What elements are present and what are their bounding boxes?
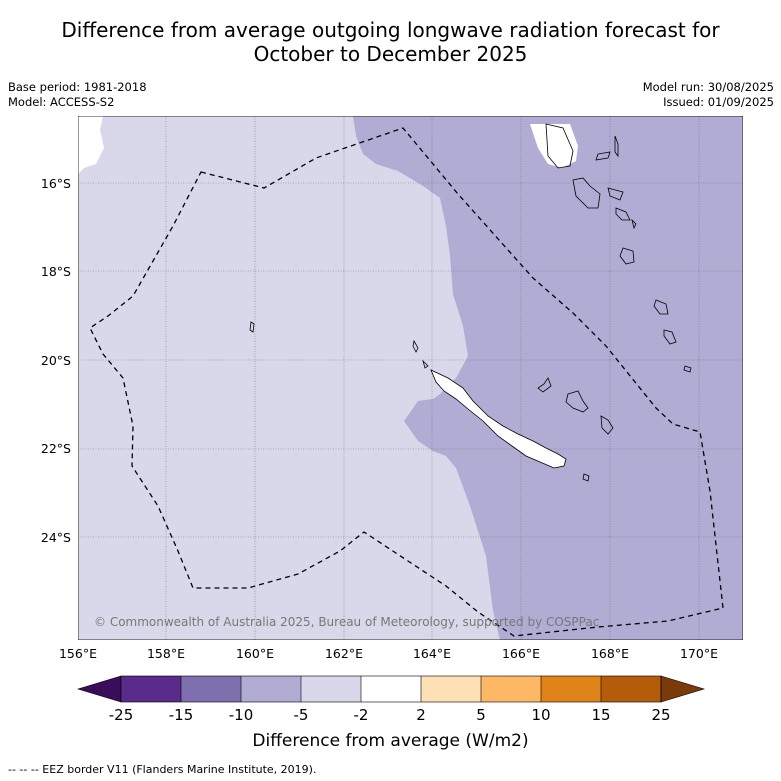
colorbar-tick-3: -10 xyxy=(228,706,254,724)
meta-left: Base period: 1981-2018 Model: ACCESS-S2 xyxy=(8,80,147,110)
colorbar-segment-8 xyxy=(541,676,601,702)
chart-title: Difference from average outgoing longwav… xyxy=(0,18,781,66)
model-run: Model run: 30/08/2025 xyxy=(642,80,774,94)
colorbar-segment-1 xyxy=(121,676,181,702)
colorbar-segment-2 xyxy=(181,676,241,702)
region-neutral-anomaly xyxy=(78,116,104,174)
colorbar-segment-4 xyxy=(301,676,361,702)
colorbar-segment-3 xyxy=(241,676,301,702)
colorbar-tick-7: 5 xyxy=(476,706,486,724)
copyright-notice: © Commonwealth of Australia 2025, Bureau… xyxy=(94,615,599,629)
title-line-1: Difference from average outgoing longwav… xyxy=(61,18,720,42)
eez-footnote: -- -- -- EEZ border V11 (Flanders Marine… xyxy=(8,763,317,776)
colorbar-tick-4: -5 xyxy=(293,706,309,724)
colorbar-segment-6 xyxy=(421,676,481,702)
colorbar xyxy=(76,675,706,703)
colorbar-segment-5 xyxy=(361,676,421,702)
map-panel: © Commonwealth of Australia 2025, Bureau… xyxy=(78,116,743,640)
lon-label-164e: 164°E xyxy=(412,646,451,661)
lon-label-162e: 162°E xyxy=(324,646,363,661)
eez-border xyxy=(89,127,724,637)
colorbar-max-extension xyxy=(660,675,706,703)
lat-label-20s: 20°S xyxy=(40,353,71,368)
meta-right: Model run: 30/08/2025 Issued: 01/09/2025 xyxy=(643,80,774,110)
lon-label-170e: 170°E xyxy=(679,646,718,661)
title-line-2: October to December 2025 xyxy=(253,42,528,66)
lon-label-158e: 158°E xyxy=(146,646,185,661)
issued-date: Issued: 01/09/2025 xyxy=(663,95,774,109)
lat-label-16s: 16°S xyxy=(40,176,71,191)
colorbar-min-extension xyxy=(76,675,122,703)
colorbar-tick-5: -2 xyxy=(353,706,369,724)
colorbar-tick-9: 15 xyxy=(591,706,611,724)
model-name: Model: ACCESS-S2 xyxy=(8,95,115,109)
lon-label-156e: 156°E xyxy=(58,646,97,661)
colorbar-tick-2: -15 xyxy=(168,706,194,724)
lon-label-166e: 166°E xyxy=(501,646,540,661)
lon-label-160e: 160°E xyxy=(235,646,274,661)
base-period: Base period: 1981-2018 xyxy=(8,80,147,94)
colorbar-tick-8: 10 xyxy=(531,706,551,724)
colorbar-tick-10: 25 xyxy=(651,706,671,724)
lat-label-24s: 24°S xyxy=(40,530,71,545)
lat-label-22s: 22°S xyxy=(40,441,71,456)
colorbar-segment-7 xyxy=(481,676,541,702)
lon-label-168e: 168°E xyxy=(590,646,629,661)
new-caledonia-island xyxy=(430,369,567,469)
colorbar-tick-1: -25 xyxy=(108,706,134,724)
graticule xyxy=(78,116,743,640)
small-islands xyxy=(249,123,692,482)
colorbar-label: Difference from average (W/m2) xyxy=(252,731,529,751)
colorbar-tick-6: 2 xyxy=(416,706,426,724)
lat-label-18s: 18°S xyxy=(40,264,71,279)
colorbar-segment-9 xyxy=(601,676,661,702)
